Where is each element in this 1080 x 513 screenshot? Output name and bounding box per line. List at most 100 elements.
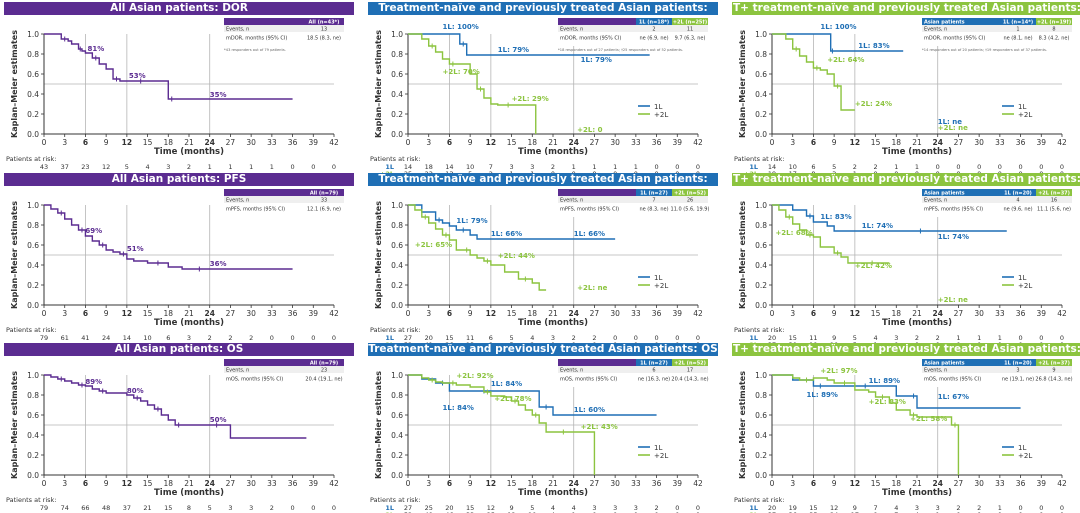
table-header: +2L (n=19†) (1037, 20, 1071, 26)
table-cell: 11 (687, 27, 693, 33)
y-tick-label: 0.4 (27, 90, 39, 99)
table-cell: 23 (321, 368, 327, 374)
x-tick-label: 3 (790, 479, 795, 488)
curve-label: 1L: 83% (858, 42, 889, 50)
table-header: +2L (n=52) (674, 191, 706, 197)
risk-count: 20 (425, 334, 433, 342)
legend-label: 1L (1018, 444, 1026, 452)
curve-label: 35% (210, 91, 227, 99)
x-tick-label: 3 (426, 309, 431, 318)
x-tick-label: 6 (447, 138, 452, 147)
risk-count: 1 (634, 163, 638, 171)
risk-count: 2 (249, 334, 253, 342)
risk-count: 0 (1060, 511, 1064, 513)
table-cell: 16 (1051, 198, 1057, 204)
y-tick-label: 0.0 (755, 471, 767, 480)
table-header-cell (1000, 189, 1036, 196)
y-tick-label: 1.0 (27, 371, 39, 380)
curve-label: 1L: 66% (574, 230, 605, 238)
table-row-label: Events, n (924, 27, 947, 33)
risk-count: 12 (830, 504, 838, 512)
x-tick-label: 15 (507, 309, 517, 318)
x-tick-label: 33 (631, 309, 641, 318)
curve-label: 1L: 79% (581, 56, 612, 64)
table-cell: ne (6.9, ne) (639, 36, 668, 42)
table-cell: 3 (1016, 368, 1019, 374)
table-header-cell (922, 359, 1000, 366)
risk-count: 37 (123, 504, 131, 512)
x-tick-label: 27 (954, 309, 964, 318)
risk-count: 25 (425, 504, 433, 512)
x-tick-label: 0 (770, 309, 775, 318)
risk-count: 2 (270, 504, 274, 512)
risk-count: 3 (634, 504, 638, 512)
x-tick-label: 18 (164, 309, 174, 318)
risk-count: 1 (956, 334, 960, 342)
risk-count: 0 (936, 163, 940, 171)
x-tick-label: 24 (568, 479, 578, 488)
risk-count: 3 (228, 504, 232, 512)
y-axis-title: Kaplan–Meier estimates (374, 201, 383, 309)
km-curve-1L (772, 33, 904, 52)
risk-count: 1 (572, 163, 576, 171)
x-tick-label: 0 (42, 309, 47, 318)
x-tick-label: 18 (164, 138, 174, 147)
table-cell: ne (16.3, ne) (638, 377, 670, 383)
table-header: 1L (n=20) (1004, 361, 1032, 367)
table-row-label: mDOR, months (95% CI) (226, 36, 287, 42)
table-header-cell (1036, 189, 1072, 196)
curve-label: 81% (88, 45, 105, 53)
y-tick-label: 0.2 (27, 110, 39, 119)
curve-label: 1L: 89% (869, 377, 900, 385)
x-tick-label: 27 (954, 138, 964, 147)
risk-count: 3 (894, 334, 898, 342)
y-axis-title: Kaplan–Meier estimates (10, 201, 19, 309)
x-tick-label: 42 (693, 309, 703, 318)
risk-count: 20 (768, 504, 776, 512)
x-tick-label: 30 (974, 479, 984, 488)
y-tick-label: 0.0 (391, 471, 403, 480)
risk-count: 3 (249, 504, 253, 512)
curve-label: 53% (129, 72, 146, 80)
table-header-cell (922, 18, 1000, 25)
x-axis-title: Time (months) (518, 147, 588, 157)
table-header: All (n=79) (310, 191, 338, 197)
risk-count: 15 (809, 504, 817, 512)
risk-count: 0 (270, 334, 274, 342)
risk-count: 1 (915, 163, 919, 171)
x-tick-label: 27 (590, 479, 600, 488)
table-header-cell (304, 18, 344, 25)
x-tick-label: 12 (850, 309, 860, 318)
table-row-label: Events, n (226, 27, 249, 33)
table-row-label: mDOR, months (95% CI) (924, 36, 985, 42)
x-tick-label: 30 (246, 479, 256, 488)
risk-count: 5 (208, 504, 212, 512)
risk-count: 19 (789, 504, 797, 512)
risk-count: 79 (40, 504, 48, 512)
legend-label: 1L (654, 444, 662, 452)
x-tick-label: 15 (507, 138, 517, 147)
risk-count: 10 (466, 163, 474, 171)
risk-count: 2 (655, 504, 659, 512)
y-tick-label: 0.4 (755, 261, 767, 270)
y-tick-label: 0.4 (391, 90, 403, 99)
y-tick-label: 0.8 (27, 50, 39, 59)
x-tick-label: 18 (892, 479, 902, 488)
risk-table-label: Patients at risk: (734, 155, 785, 163)
km-plot: 0.00.20.40.60.81.00 3 6 9 12 15 18 21 24 27 30 33 36… (6, 18, 344, 171)
risk-count: 52 (404, 511, 412, 513)
km-panel-tn_dor: Treatment-naïve and previously treated A… (368, 2, 718, 178)
x-tick-label: 36 (1016, 138, 1026, 147)
table-header-cell (1000, 18, 1036, 25)
x-tick-label: 42 (329, 138, 339, 147)
x-tick-label: 6 (811, 138, 816, 147)
x-tick-label: 18 (528, 479, 538, 488)
y-tick-label: 0.6 (755, 411, 767, 420)
risk-count: 0 (675, 511, 679, 513)
curve-label: 1L: 89% (807, 391, 838, 399)
x-tick-label: 18 (892, 138, 902, 147)
km-plot: 0.00.20.40.60.81.00 3 6 9 12 15 18 21 24 27 30 33 36… (370, 18, 708, 178)
x-tick-label: 24 (204, 479, 214, 488)
risk-count: 2 (874, 163, 878, 171)
x-tick-label: 42 (693, 479, 703, 488)
